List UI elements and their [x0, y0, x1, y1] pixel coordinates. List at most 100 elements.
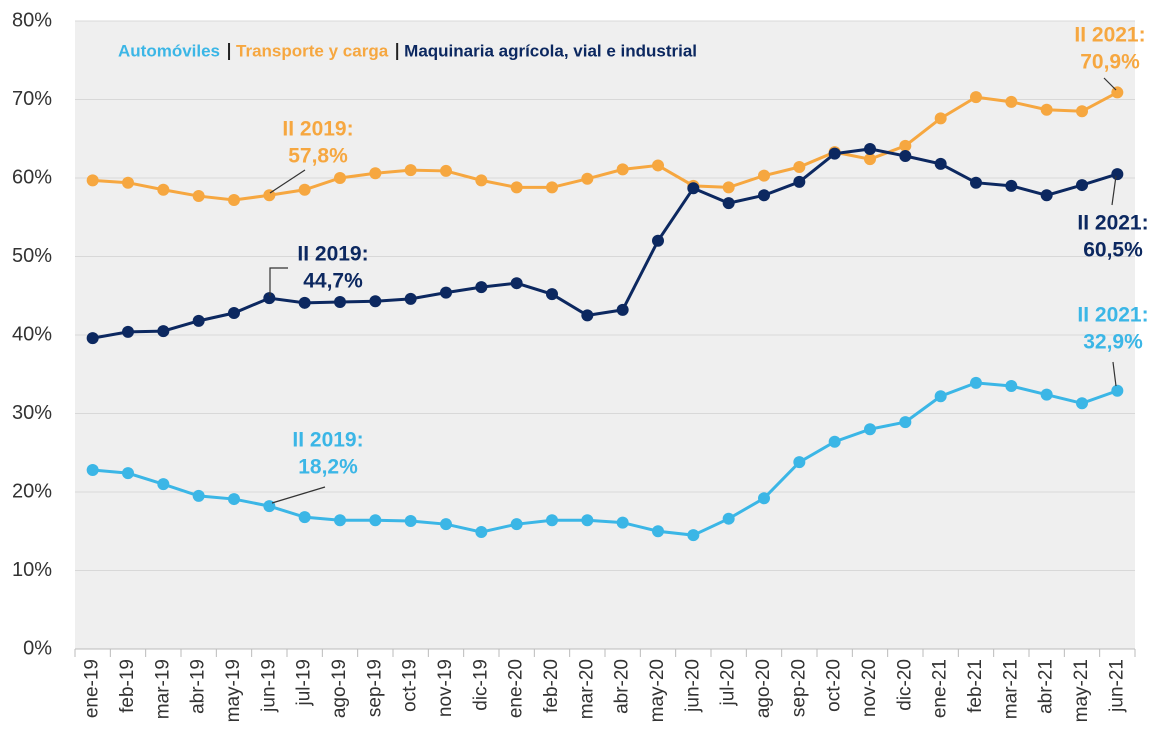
- data-point: [722, 181, 735, 194]
- annotation-leader: [1112, 361, 1117, 387]
- data-point: [122, 467, 134, 480]
- data-point: [1040, 103, 1053, 116]
- x-tick-label: sep-19: [364, 659, 385, 717]
- data-point: [510, 277, 523, 290]
- y-tick-label: 20%: [12, 480, 52, 502]
- data-point: [157, 183, 170, 196]
- data-point: [864, 142, 876, 155]
- x-tick-label: dic-20: [894, 659, 915, 711]
- x-tick-label: jun-20: [682, 659, 703, 713]
- data-point: [1111, 168, 1124, 181]
- x-tick-label: oct-20: [824, 659, 845, 712]
- data-point: [652, 159, 664, 172]
- data-point: [1040, 388, 1053, 401]
- y-tick-label: 10%: [12, 559, 52, 581]
- annotation-leader: [1111, 175, 1117, 206]
- data-point: [334, 172, 346, 184]
- data-point: [616, 163, 629, 176]
- data-point: [1005, 380, 1018, 393]
- annotation-text: 44,7%: [303, 270, 363, 293]
- data-point: [899, 416, 912, 429]
- x-tick-label: jul-20: [718, 659, 739, 706]
- data-point: [828, 435, 841, 448]
- data-point: [616, 303, 629, 316]
- data-point: [758, 492, 770, 505]
- y-tick-label: 30%: [12, 402, 52, 424]
- x-tick-label: ene-20: [506, 659, 527, 718]
- data-point: [581, 309, 594, 322]
- data-point: [793, 161, 806, 174]
- data-point: [510, 181, 523, 194]
- data-point: [758, 189, 770, 202]
- data-point: [122, 325, 134, 338]
- data-point: [228, 193, 240, 206]
- annotation-leader: [1103, 77, 1117, 91]
- data-point: [263, 189, 276, 202]
- y-tick-label: 40%: [12, 323, 52, 345]
- x-tick-label: ene-21: [930, 659, 951, 718]
- y-tick-label: 50%: [12, 245, 52, 267]
- legend-label: Transporte y carga: [236, 41, 389, 60]
- data-point: [334, 514, 346, 527]
- x-tick-label: may-20: [647, 659, 668, 722]
- x-tick-label: nov-20: [859, 659, 880, 717]
- data-point: [369, 514, 382, 527]
- data-point: [1040, 189, 1053, 202]
- y-tick-label: 70%: [12, 88, 52, 110]
- x-tick-label: ago-20: [753, 659, 774, 718]
- annotation-text: 57,8%: [288, 145, 348, 168]
- data-point: [510, 518, 523, 531]
- data-point: [86, 174, 99, 187]
- data-point: [828, 147, 841, 160]
- series-line: [92, 147, 1118, 340]
- data-point: [1111, 384, 1124, 397]
- data-point: [298, 296, 311, 309]
- data-point: [722, 197, 735, 210]
- data-point: [970, 176, 982, 189]
- data-point: [687, 529, 700, 542]
- x-tick-label: may-19: [223, 659, 244, 722]
- annotation-text: 60,5%: [1083, 239, 1143, 262]
- annotation-leader: [269, 169, 306, 194]
- data-point: [899, 139, 912, 152]
- data-point: [369, 295, 382, 308]
- data-point: [546, 514, 558, 527]
- data-point: [122, 176, 134, 189]
- data-point: [970, 376, 982, 389]
- x-tick-label: abr-20: [612, 659, 633, 714]
- x-tick-label: jun-21: [1106, 659, 1127, 713]
- annotation-text: II 2021:: [1074, 24, 1145, 47]
- x-tick-label: ago-19: [329, 659, 350, 718]
- x-tick-label: abr-21: [1036, 659, 1057, 714]
- data-point: [652, 234, 664, 247]
- x-tick-label: mar-21: [1000, 659, 1021, 719]
- y-tick-label: 60%: [12, 166, 52, 188]
- data-point: [475, 174, 488, 187]
- data-point: [475, 281, 488, 294]
- data-point: [722, 512, 735, 525]
- x-tick-label: nov-19: [435, 659, 456, 717]
- series-line: [92, 381, 1118, 537]
- data-point: [1076, 397, 1088, 410]
- data-point: [192, 190, 205, 203]
- data-point: [334, 296, 346, 309]
- data-point: [546, 181, 558, 194]
- data-point: [404, 164, 417, 177]
- x-tick-label: feb-20: [541, 659, 562, 713]
- data-point: [298, 511, 311, 524]
- data-point: [440, 286, 452, 299]
- data-point: [1111, 86, 1124, 99]
- x-tick-label: oct-19: [400, 659, 421, 712]
- data-point: [616, 516, 629, 529]
- x-tick-label: jun-19: [258, 659, 279, 713]
- data-point: [970, 91, 982, 104]
- data-point: [263, 292, 276, 305]
- annotation-text: 32,9%: [1083, 331, 1143, 354]
- data-point: [793, 175, 806, 188]
- annotation-leader: [271, 486, 326, 504]
- data-point: [1005, 95, 1018, 108]
- data-point: [1005, 179, 1018, 192]
- data-point: [1076, 105, 1088, 118]
- annotation-text: II 2019:: [292, 429, 363, 452]
